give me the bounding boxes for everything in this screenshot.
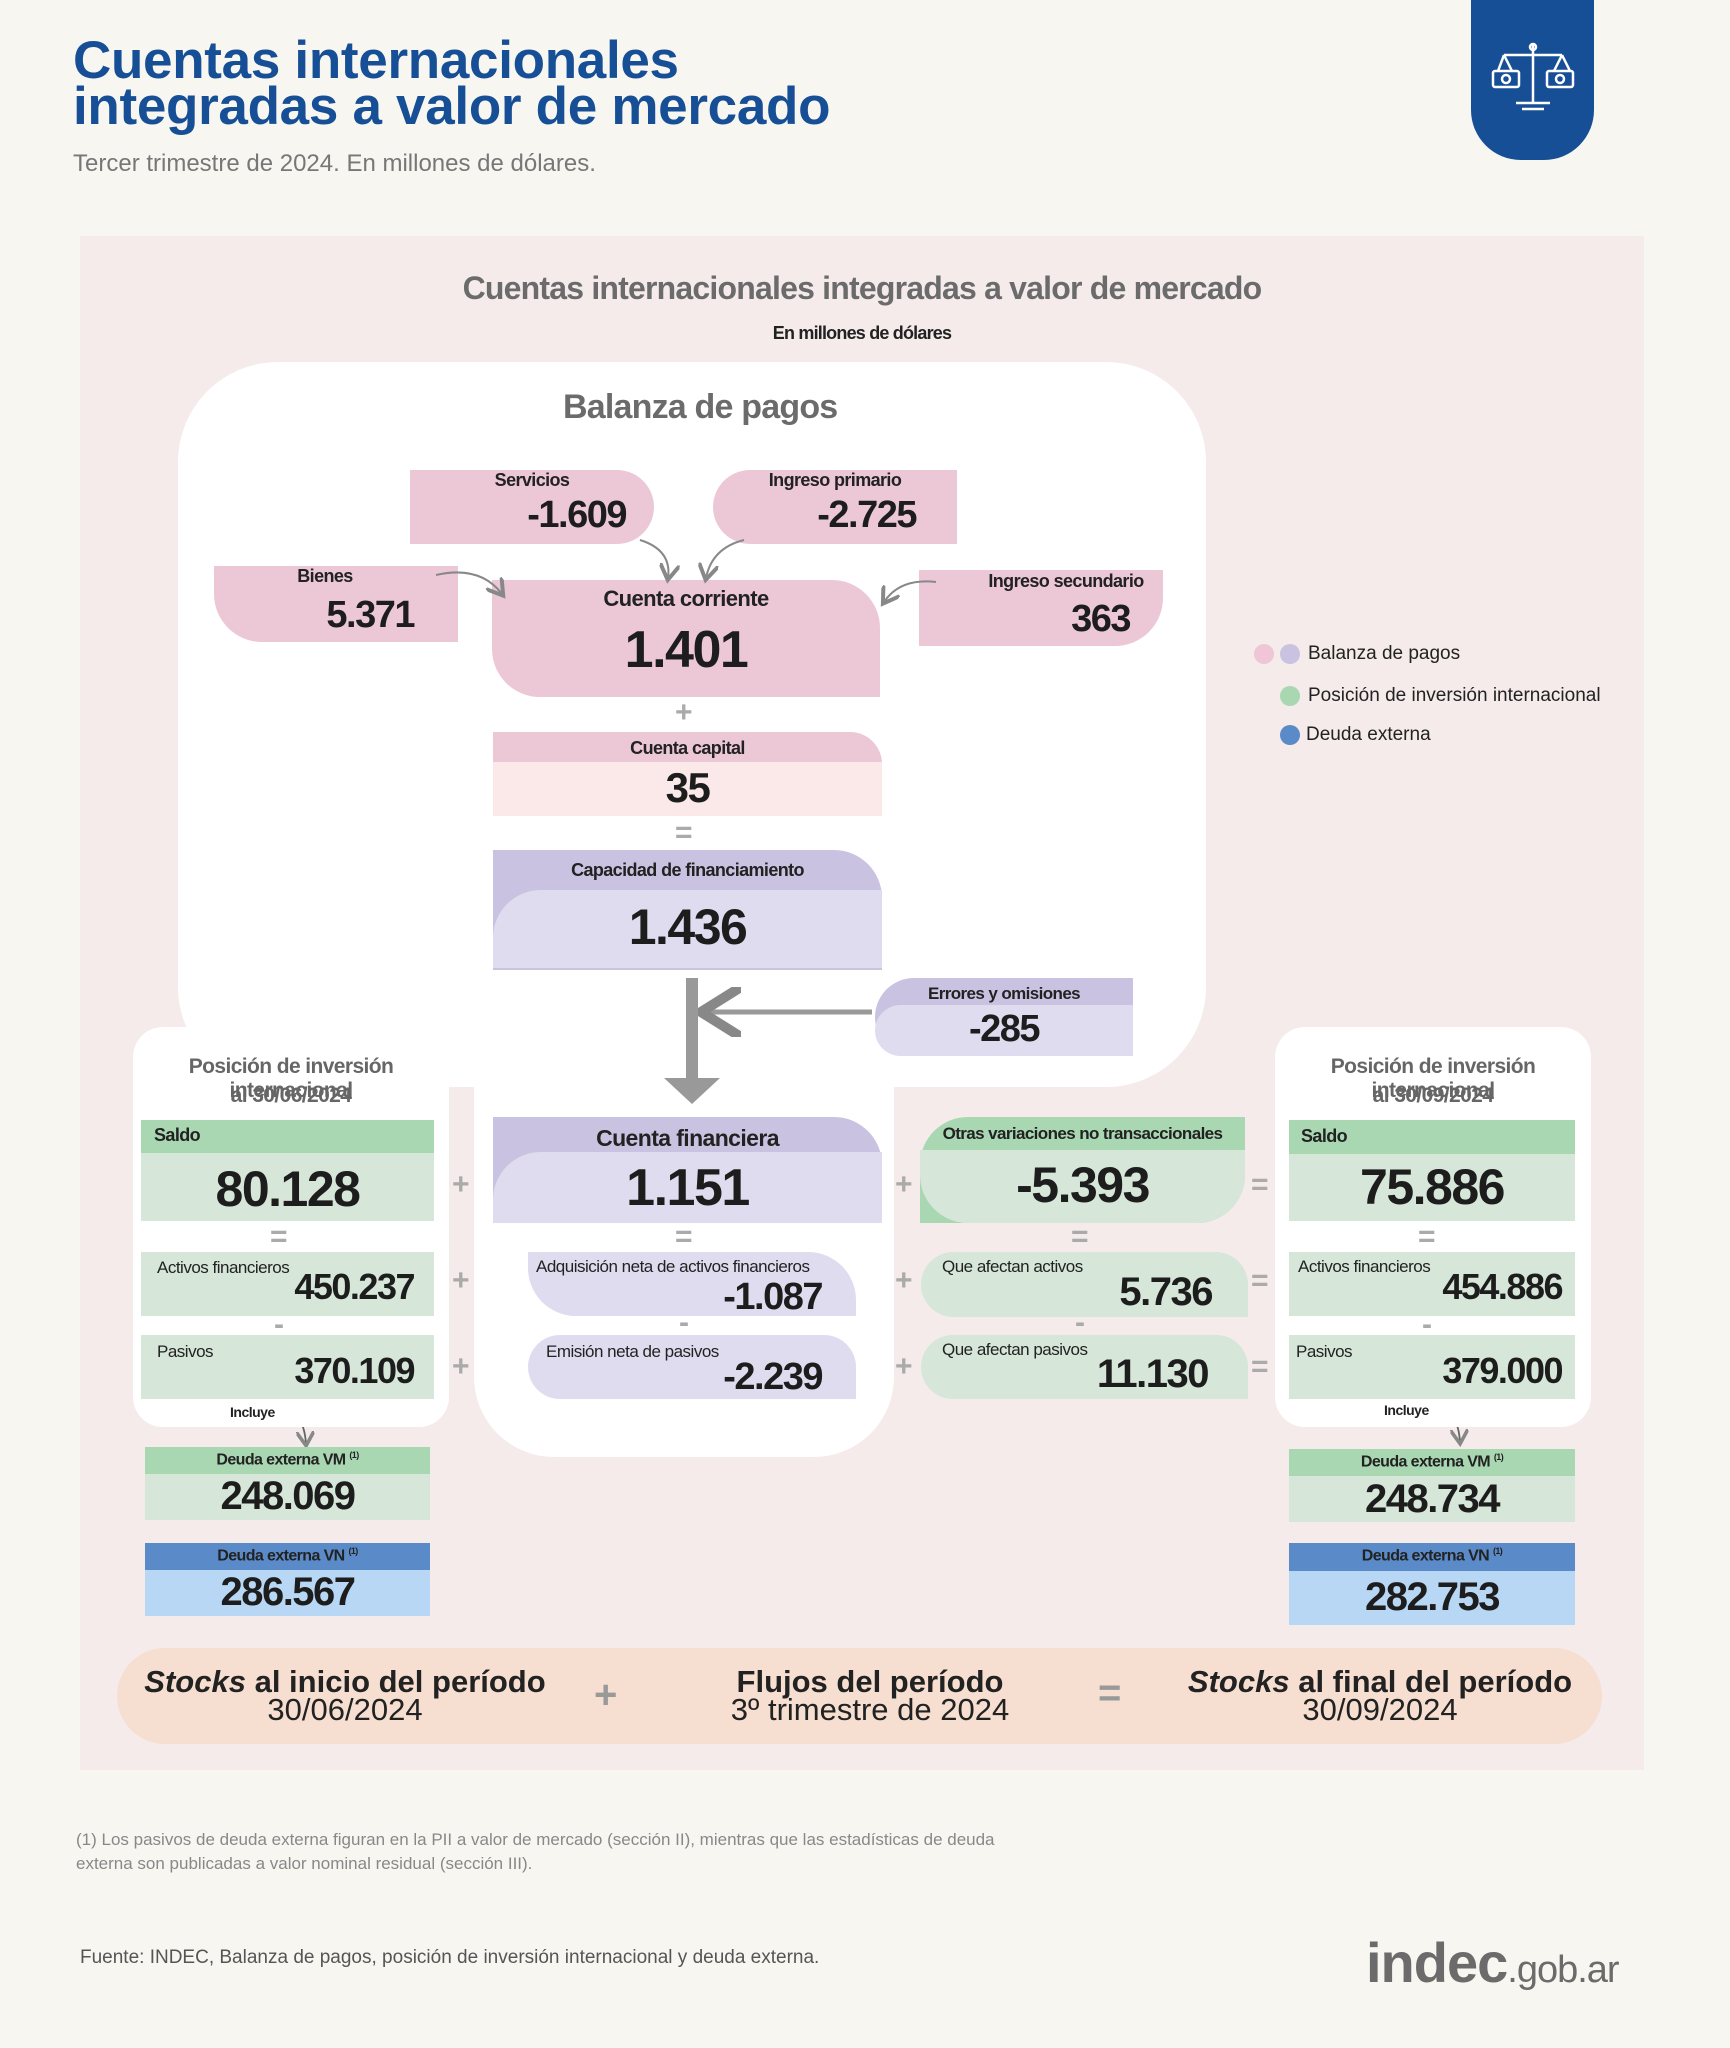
title-line-1: Cuentas internacionales [73,31,679,90]
cuenta-financiera-value: 1.151 [626,1159,750,1217]
ingreso-primario-value: -2.725 [817,494,917,536]
legend-dot-green [1280,686,1300,706]
errores-value: -285 [968,1008,1041,1050]
scale-icon [1491,42,1574,111]
legend-dot-blue [1280,725,1300,745]
plus-operator: + [675,696,693,729]
arrow-down-head [664,1078,720,1104]
que-afectan-pasivos-value: 11.130 [1096,1352,1210,1396]
cuenta-corriente-value: 1.401 [624,621,749,679]
deuda-vm-inicio-value: 248.069 [220,1474,356,1518]
cuenta-capital-value: 35 [665,764,711,811]
arrow-servicios [639,539,668,578]
legend-dot-pink [1254,644,1274,664]
que-afectan-pasivos-card [921,1335,1248,1399]
stocks-summary-bar [117,1648,1602,1744]
indec-logo[interactable]: indec.gob.ar [1366,1931,1620,1994]
chart-subtitle: En millones de dólares [772,323,952,343]
pii-final-saldo-header [1289,1120,1575,1154]
deuda-vn-final-header [1289,1543,1575,1571]
deuda-vn-inicio-value: 286.567 [220,1570,356,1614]
equals-operator: = [675,816,693,849]
que-afectan-activos-card [921,1252,1248,1317]
section-badge [1471,0,1594,160]
deuda-vm-inicio-header [145,1447,430,1474]
pii-final-saldo-value: 75.886 [1360,1159,1505,1215]
pii-inicio-saldo-header [141,1120,434,1153]
otras-variaciones-value: -5.393 [1016,1157,1150,1213]
pii-inicio-saldo-value: 80.128 [215,1161,361,1217]
balanza-title: Balanza de pagos [563,388,838,426]
stocks-final: Stocks al final del período 30/09/2024 [1187,1664,1573,1727]
pii-final-activos-value: 454.886 [1442,1266,1563,1307]
deuda-vn-final-value: 282.753 [1364,1575,1501,1619]
adquisicion-value: -1.087 [723,1276,823,1318]
page-subtitle: Tercer trimestre de 2024. En millones de… [73,150,596,177]
adquisicion-card [528,1252,856,1316]
bienes-value: 5.371 [326,594,415,636]
emision-value: -2.239 [723,1356,823,1398]
arrow-bienes [435,571,502,594]
footnote: (1) Los pasivos de deuda externa figuran… [76,1830,995,1873]
pii-inicio-pasivos-value: 370.109 [294,1350,415,1391]
arrow-ingreso-secundario [884,580,937,602]
deuda-vn-inicio-header [145,1543,430,1570]
arrow-ingreso-primario [706,539,745,578]
deuda-vm-final-header [1289,1449,1575,1476]
ingreso-secundario-value: 363 [1071,598,1131,640]
chart-title: Cuentas internacionales integradas a val… [462,270,1263,306]
source-note: Fuente: INDEC, Balanza de pagos, posició… [80,1947,820,1968]
que-afectan-activos-value: 5.736 [1119,1270,1213,1314]
page-title: Cuentas internacionales integradas a val… [73,31,831,136]
emision-card [528,1335,856,1399]
title-line-2: integradas a valor de mercado [73,77,831,136]
pii-final-pasivos-value: 379.000 [1442,1350,1563,1391]
arrow-down-shaft [686,978,698,1078]
servicios-value: -1.609 [527,494,627,536]
stocks-inicio: Stocks al inicio del período 30/06/2024 [144,1664,546,1727]
flujos-periodo: Flujos del período 3º trimestre de 2024 [730,1664,1010,1727]
pii-inicio-activos-value: 450.237 [294,1266,415,1307]
capacidad-value: 1.436 [628,899,748,955]
deuda-vm-final-value: 248.734 [1364,1477,1501,1521]
legend-dot-lavender [1280,644,1300,664]
